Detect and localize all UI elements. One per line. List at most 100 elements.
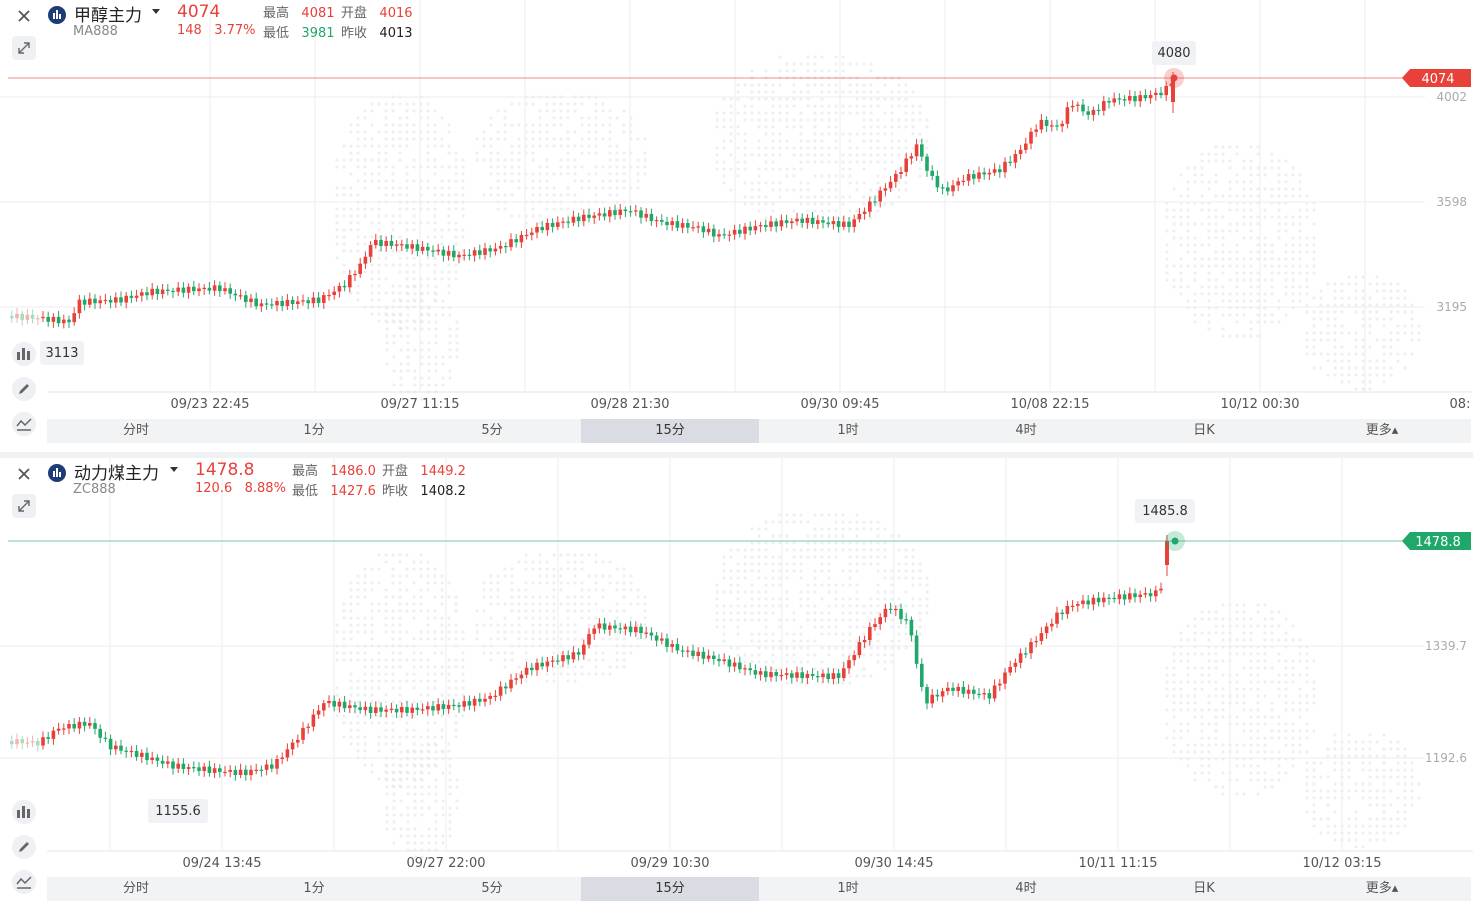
candle-body <box>420 709 425 711</box>
candle-body <box>686 223 690 228</box>
candle-body <box>296 739 300 743</box>
expand-chart-button[interactable] <box>12 494 36 518</box>
candle-body <box>488 248 492 252</box>
candle-body <box>493 695 498 697</box>
candle-body <box>46 737 50 739</box>
chart-logo-icon <box>48 464 66 482</box>
tab-daily[interactable]: 日K <box>1193 423 1215 438</box>
candle-body <box>587 214 591 218</box>
world-map-dots <box>715 513 929 685</box>
candle-body <box>238 769 243 775</box>
candle-body <box>1070 105 1075 108</box>
candle-body <box>145 292 149 296</box>
candle-body <box>613 625 617 629</box>
candle-body <box>259 769 264 771</box>
chevron-down-icon[interactable] <box>170 467 178 472</box>
chevron-down-icon[interactable] <box>152 9 160 14</box>
candle-body <box>280 757 284 760</box>
thermal-coal-candlestick-chart[interactable]: 1339.7 1192.6 09/24 13:45 09/27 22:00 09/29 … <box>0 458 1473 905</box>
instrument-name[interactable]: 动力煤主力 <box>74 464 159 484</box>
candle-body <box>530 232 534 235</box>
candle-body <box>758 225 763 227</box>
candle-body <box>160 760 165 764</box>
tab-15min[interactable]: 15分 <box>581 419 759 443</box>
tab-timeshare[interactable]: 分时 <box>122 881 149 896</box>
candle-body <box>223 771 227 774</box>
candle-body <box>1003 161 1007 173</box>
candle-body <box>306 300 310 304</box>
candle-body <box>894 173 898 182</box>
candle-body <box>769 672 773 678</box>
tab-4hour[interactable]: 4时 <box>1015 881 1037 896</box>
tab-4hour[interactable]: 4时 <box>1015 423 1037 438</box>
candle-body <box>790 673 794 678</box>
tab-1hour[interactable]: 1时 <box>837 423 859 438</box>
close-chart-button[interactable] <box>12 4 36 28</box>
candle-body <box>998 169 1002 173</box>
candle-body <box>1086 111 1090 115</box>
tab-timeshare[interactable]: 分时 <box>122 423 149 438</box>
candle-body <box>431 250 435 252</box>
stat-prev-close: 昨收 4013 <box>341 26 413 41</box>
expand-icon <box>18 42 30 54</box>
candle-body <box>951 687 955 691</box>
tab-5min[interactable]: 5分 <box>481 423 503 438</box>
candle-body <box>368 706 373 713</box>
expand-chart-button[interactable] <box>12 36 36 60</box>
candle-body <box>472 698 477 706</box>
candle-body <box>743 668 747 670</box>
candle-body <box>332 700 336 707</box>
candle-body <box>556 660 560 662</box>
candle-body <box>1013 662 1018 667</box>
candle-body <box>1081 600 1085 605</box>
tab-daily[interactable]: 日K <box>1193 881 1215 896</box>
trend-tool-button[interactable] <box>12 870 36 894</box>
candle-body <box>150 288 154 296</box>
indicator-button[interactable] <box>12 800 36 824</box>
thermal-coal-chart-panel: 1339.7 1192.6 09/24 13:45 09/27 22:00 09/29 … <box>0 458 1473 905</box>
tab-more[interactable]: 更多▴ <box>1365 423 1399 438</box>
draw-tool-button[interactable] <box>12 835 36 859</box>
candle-body <box>197 767 201 772</box>
draw-tool-button[interactable] <box>12 377 36 401</box>
candle-body <box>166 761 170 764</box>
candle-body <box>327 700 331 704</box>
tab-1min[interactable]: 1分 <box>303 423 325 438</box>
candle-body <box>10 741 14 745</box>
candle-body <box>618 209 622 216</box>
trend-tool-button[interactable] <box>12 412 36 436</box>
tab-15min[interactable]: 15分 <box>581 877 759 901</box>
close-chart-button[interactable] <box>12 462 36 486</box>
methanol-candlestick-chart[interactable]: 4002 3598 3195 09/23 22:45 09/27 11:15 09/28 … <box>0 0 1473 452</box>
tab-more[interactable]: 更多▴ <box>1365 881 1399 896</box>
candle-body <box>722 659 726 662</box>
candle-body <box>249 298 253 303</box>
candle-body <box>878 190 882 202</box>
candle-body <box>493 248 498 252</box>
candle-body <box>805 673 810 679</box>
candle-body <box>1024 653 1028 655</box>
candle-body <box>197 288 201 292</box>
candle-body <box>1128 96 1132 101</box>
candle-body <box>1122 594 1127 600</box>
candle-body <box>108 738 113 750</box>
instrument-code: MA888 <box>73 24 118 39</box>
price-change: 148 3.77% <box>177 23 256 38</box>
candle-body <box>77 299 82 314</box>
candle-body <box>857 213 862 220</box>
candle-body <box>821 673 825 678</box>
instrument-name[interactable]: 甲醇主力 <box>74 6 142 26</box>
tab-1min[interactable]: 1分 <box>303 881 325 896</box>
tab-1hour[interactable]: 1时 <box>837 881 859 896</box>
candle-body <box>904 158 908 173</box>
chart-logo-icon <box>48 6 66 24</box>
candle-body <box>108 299 113 303</box>
candle-body <box>41 316 45 319</box>
last-price-tag-bg <box>1402 69 1471 87</box>
candle-body <box>233 769 238 775</box>
candle-body <box>545 661 550 667</box>
candle-body <box>977 693 981 696</box>
indicator-button[interactable] <box>12 342 36 366</box>
candle-body <box>732 662 737 667</box>
tab-5min[interactable]: 5分 <box>481 881 503 896</box>
